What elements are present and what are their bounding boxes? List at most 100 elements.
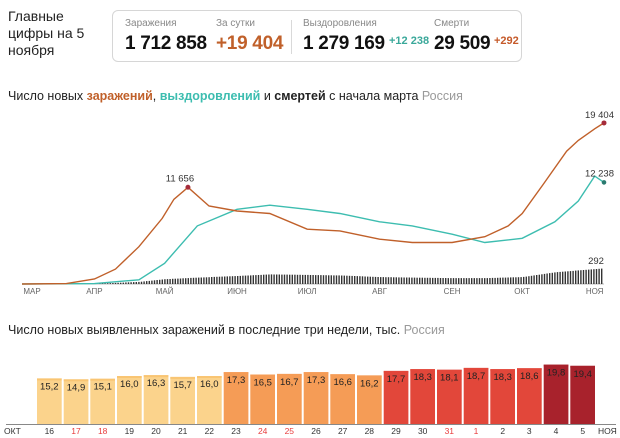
deaths-bar [468,278,470,284]
deaths-bar [473,278,475,284]
bar [170,376,195,424]
bar-value-label: 16,3 [147,378,166,389]
day-label: 2 [500,426,505,436]
deaths-bar [156,280,158,284]
day-label: 16 [45,426,55,436]
bar [357,375,382,424]
day-label: 28 [365,426,375,436]
bar [410,369,435,424]
deaths-bar [445,278,447,284]
deaths-bar [112,283,114,284]
bar-value-label: 18,6 [520,371,539,382]
deaths-bar [595,269,598,284]
bar [303,372,329,424]
bar [517,368,542,424]
chart1-title-cases: заражений [86,89,153,103]
bar-top [330,374,355,377]
month-label: МАР [23,287,40,296]
deaths-bar [315,275,317,284]
deaths-bar [229,276,231,284]
bar [383,370,409,424]
bar [223,372,249,424]
deaths-bar [278,274,280,284]
deaths-bar [348,275,351,284]
bar-value-label: 15,7 [173,380,192,391]
bar-value-label: 19,4 [573,369,592,380]
deaths-bar [231,276,234,284]
deaths-bar [458,278,460,284]
deaths-bar [452,278,455,284]
day-label: 26 [311,426,321,436]
deaths-bar [146,281,148,284]
bar-value-label: 16,5 [253,378,272,389]
day-label: 27 [338,426,348,436]
deaths-bar [283,274,286,284]
bar-top [250,374,275,377]
deaths-bar [413,277,416,284]
deaths-bar [317,275,319,284]
deaths-bar [429,277,431,284]
deaths-bar [398,277,400,284]
deaths-bar [439,278,442,284]
deaths-bar [465,278,468,284]
deaths-bar [377,277,379,284]
bar-value-label: 18,1 [440,373,459,384]
bar-value-label: 16,0 [200,379,219,390]
bar [570,365,595,424]
deaths-bar [530,275,533,284]
deaths-bar [101,283,104,284]
deaths-bar [575,270,577,284]
day-label: 31 [445,426,455,436]
deaths-bar [549,273,551,284]
recovered-line [21,175,605,285]
bar [463,367,489,424]
chart2-region: Россия [403,323,445,337]
deaths-bar [169,279,171,284]
deaths-bar [325,275,327,284]
deaths-value: 29 509 [434,33,491,54]
deaths-bar [572,270,574,284]
deaths-bar [333,275,335,284]
day-label: 29 [391,426,401,436]
deaths-bar [374,276,377,284]
bar-top [197,376,222,378]
bar-value-label: 14,9 [67,382,86,393]
deaths-bar [411,277,413,284]
day-label: 22 [205,426,215,436]
deaths-bar [213,276,215,284]
deaths-bar [130,282,132,284]
deaths-bar [226,276,228,284]
bar-top [357,375,382,378]
deaths-bar [395,277,397,284]
bar-top [90,378,115,381]
deaths-bar [120,282,122,284]
deaths-bar [437,277,439,284]
deaths-bar [205,277,208,284]
deaths-bar [390,277,392,284]
deaths-bar [107,283,109,284]
deaths-bar [593,269,595,284]
deaths-bar [104,283,106,284]
day-label: 1 [474,426,479,436]
deaths-bar [276,274,278,284]
deaths-bar [432,277,434,284]
deaths-bar [143,281,145,284]
deaths-bar [385,277,387,284]
deaths-bar [281,274,283,284]
deaths-bar [450,278,452,284]
month-label-nov: НОЯ [598,426,617,436]
chart1-title-and: и [260,89,275,103]
deaths-bar [400,277,403,284]
deaths-bar [577,270,579,284]
bar [117,376,142,424]
peak-label: 11 656 [166,173,194,184]
bar [37,378,62,424]
deaths-bar [203,277,205,284]
day-label: 25 [285,426,295,436]
deaths-bar [127,282,130,284]
day-label: 21 [178,426,188,436]
deaths-bar [320,275,322,284]
recovered-value: 1 279 169 [303,33,385,54]
deaths-bar [533,275,535,284]
deaths-bar [512,277,514,284]
